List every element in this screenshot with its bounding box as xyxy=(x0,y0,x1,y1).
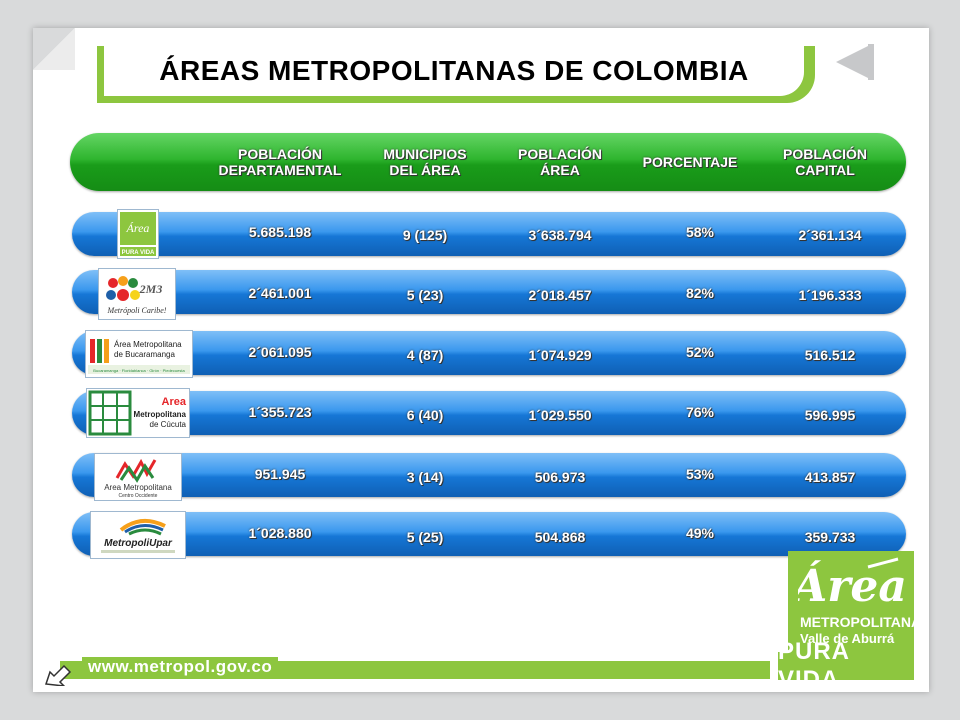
logo-bucaramanga-1: Área Metropolitana xyxy=(114,340,182,349)
cell-muni-2: 5 (23) xyxy=(406,287,444,303)
page-title: ÁREAS METROPOLITANAS DE COLOMBIA xyxy=(159,55,749,86)
cell-dept-2: 2´461.001 xyxy=(248,285,312,301)
logo-aburra-pv: PURA VIDA xyxy=(122,250,155,256)
cell-pct-1: 58% xyxy=(685,224,715,240)
logo-centro-2: Centro Occidente xyxy=(119,493,158,499)
cell-muni-3: 4 (87) xyxy=(406,347,444,363)
cell-muni-4: 6 (40) xyxy=(406,407,444,423)
header-poblacion-departamental: POBLACIÓN DEPARTAMENTAL xyxy=(218,146,342,178)
area-centro-occidente-logo: Area Metropolitana Centro Occidente xyxy=(94,453,182,501)
brand-tagline: PURA VIDA xyxy=(778,638,850,693)
header-municipios: MUNICIPIOS DEL ÁREA xyxy=(383,146,467,178)
area-valle-aburra-logo: Área PURA VIDA xyxy=(117,209,159,259)
cell-cap-6: 359.733 xyxy=(804,529,856,545)
svg-text:2M3: 2M3 xyxy=(139,282,163,296)
table-row xyxy=(72,270,906,314)
logo-cucuta-2: Metropolitana xyxy=(134,410,187,419)
table-row xyxy=(72,512,906,556)
cell-pct-2: 82% xyxy=(685,285,715,301)
cell-area-1: 3´638.794 xyxy=(528,227,592,243)
brand-tagline-box: PURA VIDA xyxy=(778,638,914,693)
header-poblacion-capital: POBLACIÓN CAPITAL xyxy=(783,146,867,178)
cell-dept-5: 951.945 xyxy=(254,466,306,482)
footer-url-link[interactable]: www.metropol.gov.co xyxy=(82,657,279,679)
header-poblacion-area: POBLACIÓN ÁREA xyxy=(518,146,602,178)
table-row xyxy=(72,453,906,497)
brand-script-logo: Área xyxy=(798,557,907,612)
table-row xyxy=(72,212,906,256)
logo-caribe-text: Metrópoli Caribe! xyxy=(107,306,167,315)
logo-upar-text: MetropoliUpar xyxy=(104,538,173,549)
logo-bucaramanga-3: Bucaramanga · Floridablanca · Girón · Pi… xyxy=(93,368,185,373)
cell-cap-2: 1´196.333 xyxy=(798,287,862,303)
logo-centro-1: Area Metropolitana xyxy=(104,483,172,492)
cell-area-6: 504.868 xyxy=(534,529,586,545)
metropoliupar-logo: MetropoliUpar xyxy=(90,511,186,559)
cell-muni-1: 9 (125) xyxy=(402,227,448,243)
logo-cucuta-1: Area xyxy=(162,396,187,408)
logo-aburra-script: Área xyxy=(126,221,150,235)
cell-area-4: 1´029.550 xyxy=(528,407,592,423)
back-arrow-stem[interactable] xyxy=(868,44,874,80)
cell-muni-6: 5 (25) xyxy=(406,529,444,545)
cell-dept-6: 1´028.880 xyxy=(248,525,312,541)
area-bucaramanga-logo: Área Metropolitana de Bucaramanga Bucara… xyxy=(85,330,193,378)
cursor-arrow-icon xyxy=(44,664,72,686)
cell-area-5: 506.973 xyxy=(534,469,586,485)
brand-line1: METROPOLITANA xyxy=(800,614,922,630)
metropoli-caribe-logo: 2M3 Metrópoli Caribe! xyxy=(98,268,176,320)
logo-cucuta-3: de Cúcuta xyxy=(150,420,187,429)
brand-script-text: Área xyxy=(798,559,907,612)
cell-area-3: 1´074.929 xyxy=(528,347,592,363)
table-header-bar xyxy=(70,133,906,191)
cell-dept-4: 1´355.723 xyxy=(248,404,312,420)
cell-pct-3: 52% xyxy=(685,344,715,360)
brand-line2: Valle de Aburrá xyxy=(800,631,895,646)
back-arrow-icon[interactable] xyxy=(836,44,872,80)
logo-bucaramanga-2: de Bucaramanga xyxy=(114,350,175,359)
header-porcentaje: PORCENTAJE xyxy=(642,154,738,170)
cell-cap-1: 2´361.134 xyxy=(798,227,862,243)
table-row xyxy=(72,331,906,375)
title-box: ÁREAS METROPOLITANAS DE COLOMBIA xyxy=(104,46,804,96)
area-cucuta-logo: Area Metropolitana de Cúcuta xyxy=(86,388,190,438)
cell-cap-3: 516.512 xyxy=(804,347,856,363)
cell-pct-5: 53% xyxy=(685,466,715,482)
cell-pct-4: 76% xyxy=(685,404,715,420)
cell-cap-4: 596.995 xyxy=(804,407,856,423)
page-fold-inner xyxy=(33,28,75,70)
table-row xyxy=(72,391,906,435)
cell-dept-3: 2´061.095 xyxy=(248,344,312,360)
brand-logo-block xyxy=(788,551,914,652)
cell-cap-5: 413.857 xyxy=(804,469,856,485)
cell-area-2: 2´018.457 xyxy=(528,287,592,303)
cell-muni-5: 3 (14) xyxy=(406,469,444,485)
cell-pct-6: 49% xyxy=(685,525,715,541)
cell-dept-1: 5.685.198 xyxy=(248,224,312,240)
